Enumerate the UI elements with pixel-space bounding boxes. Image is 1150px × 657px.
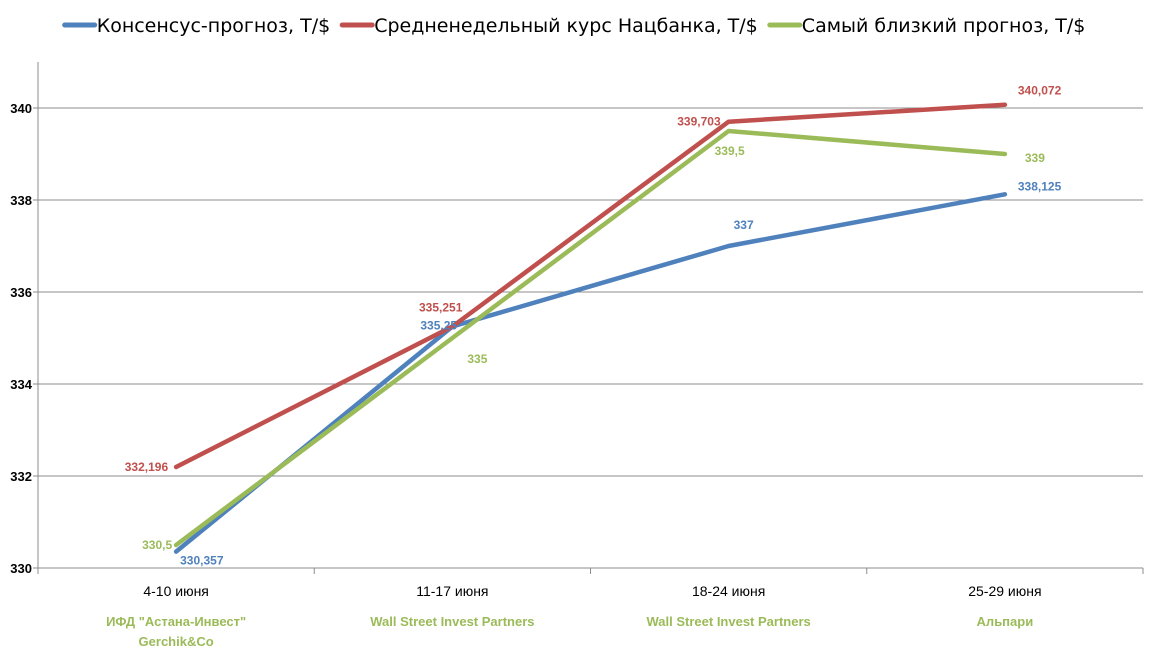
series-line-2 — [173, 102, 1008, 470]
legend-label-2: Средненедельный курс Нацбанка, Т/$ — [374, 15, 758, 37]
legend-item: Самый близкий прогноз, Т/$ — [767, 15, 1086, 37]
data-label: 330,357 — [180, 554, 224, 568]
series-line-1 — [173, 192, 1008, 554]
data-label: 339,703 — [677, 115, 721, 129]
y-tick-label: 338 — [10, 193, 32, 208]
x-tick-label: 11-17 июня — [416, 583, 488, 599]
legend-label-1: Консенсус-прогноз, Т/$ — [97, 15, 331, 37]
y-tick-label: 330 — [10, 561, 32, 576]
data-label: 330,5 — [142, 538, 172, 552]
legend-item: Консенсус-прогноз, Т/$ — [62, 15, 331, 37]
x-tick-label: 4-10 июня — [143, 583, 209, 599]
legend-label-3: Самый близкий прогноз, Т/$ — [802, 15, 1086, 37]
data-label: 335 — [467, 352, 487, 366]
x-tick-label: 18-24 июня — [692, 583, 765, 599]
data-label: 340,072 — [1018, 84, 1062, 98]
data-label: 337 — [734, 218, 754, 232]
data-label: 335,25 — [420, 319, 457, 333]
y-tick-label: 334 — [10, 377, 32, 392]
axes — [37, 62, 1144, 574]
data-label: 339,5 — [715, 144, 745, 158]
legend: Консенсус-прогноз, Т/$ Средненедельный ку… — [62, 15, 1086, 37]
x-category-sublabel: Wall Street Invest Partners — [370, 614, 534, 629]
data-labels: 330,357 335,25 337 338,125 332,196 335,251 339… — [125, 84, 1062, 568]
y-tick-label: 332 — [10, 469, 32, 484]
x-category-sublabel: ИФД "Астана-Инвест" — [106, 614, 246, 629]
y-tick-label: 340 — [10, 101, 32, 116]
x-axis-categories: 4-10 июня ИФД "Астана-Инвест" Gerchik&Co 11… — [106, 583, 1041, 649]
x-tick-label: 25-29 июня — [968, 583, 1041, 599]
y-axis-ticks: 330 332 334 336 338 340 — [10, 101, 38, 576]
series-line-3 — [173, 128, 1008, 548]
gridlines — [38, 107, 1143, 477]
data-label: 332,196 — [125, 460, 169, 474]
series-lines — [173, 102, 1008, 554]
data-label: 338,125 — [1018, 179, 1062, 193]
y-tick-label: 336 — [10, 285, 32, 300]
data-label: 339 — [1025, 151, 1045, 165]
x-category-sublabel: Gerchik&Co — [139, 634, 214, 649]
x-category-sublabel: Wall Street Invest Partners — [647, 614, 811, 629]
legend-item: Средненедельный курс Нацбанка, Т/$ — [339, 15, 758, 37]
data-label: 335,251 — [419, 300, 463, 314]
x-category-sublabel: Альпари — [977, 614, 1034, 629]
